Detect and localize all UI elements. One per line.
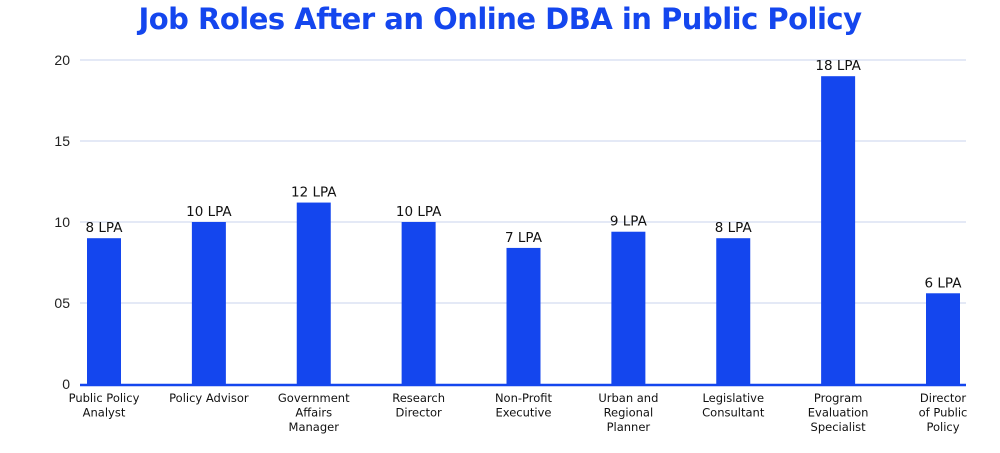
y-tick-label: 0	[62, 376, 70, 392]
data-label: 18 LPA	[815, 58, 861, 74]
bar	[87, 238, 121, 384]
x-tick-label: Government Affairs Manager	[278, 391, 350, 434]
x-tick-label-line: Program	[814, 391, 863, 405]
bar	[401, 222, 436, 384]
x-tick-label-line: Non-Profit	[495, 391, 553, 405]
data-label: 8 LPA	[86, 220, 124, 236]
bar	[296, 202, 331, 384]
x-tick-label-line: Legislative	[702, 391, 764, 405]
x-tick-label-line: Public Policy	[69, 391, 140, 405]
data-label: 7 LPA	[505, 230, 543, 246]
x-tick-label-line: Director	[396, 406, 442, 420]
data-label: 9 LPA	[610, 214, 648, 230]
y-axis-ticks: 0 05 10 15 20	[54, 52, 70, 392]
x-tick-label: Legislative Consultant	[702, 391, 765, 420]
x-tick-label-line: Government	[278, 391, 350, 405]
x-tick-label: Public Policy Analyst	[69, 391, 140, 420]
x-tick-label-line: Consultant	[702, 406, 765, 420]
data-label: 10 LPA	[396, 204, 442, 220]
bar	[926, 293, 960, 384]
x-tick-label: Research Director	[392, 391, 445, 420]
x-tick-label: Non-Profit Executive	[495, 391, 553, 420]
data-label: 10 LPA	[186, 204, 232, 220]
x-tick-label: Urban and Regional Planner	[598, 391, 658, 434]
y-tick-label: 15	[54, 133, 70, 149]
bar	[716, 238, 751, 384]
bar	[191, 222, 226, 384]
x-tick-label-line: of Public	[919, 406, 968, 420]
data-label: 12 LPA	[291, 185, 337, 201]
grid-lines	[80, 59, 966, 304]
bars	[87, 76, 960, 384]
x-tick-label-line: Research	[392, 391, 445, 405]
x-tick-label-line: Director	[920, 391, 966, 405]
x-tick-label: Director of Public Policy	[919, 391, 968, 434]
data-label: 6 LPA	[925, 275, 963, 291]
x-tick-label-line: Executive	[496, 406, 552, 420]
chart-title: Job Roles After an Online DBA in Public …	[138, 2, 862, 36]
x-tick-label: Policy Advisor	[169, 391, 249, 405]
x-tick-label-line: Urban and	[598, 391, 658, 405]
y-tick-label: 10	[54, 214, 70, 230]
x-tick-label-line: Policy	[926, 420, 959, 434]
y-tick-label: 20	[54, 52, 70, 68]
data-labels: 8 LPA 10 LPA 12 LPA 10 LPA 7 LPA 9 LPA 8 LPA 18…	[86, 58, 963, 291]
bar	[506, 247, 541, 384]
y-tick-label: 05	[54, 295, 70, 311]
x-tick-label-line: Specialist	[811, 420, 867, 434]
x-tick-label-line: Manager	[289, 420, 340, 434]
bar	[821, 76, 856, 384]
x-tick-label-line: Evaluation	[808, 406, 869, 420]
x-tick-label: Program Evaluation Specialist	[808, 391, 869, 434]
x-tick-label-line: Planner	[607, 420, 651, 434]
x-tick-label-line: Affairs	[295, 406, 332, 420]
x-tick-label-line: Regional	[604, 406, 654, 420]
bar	[611, 231, 646, 384]
data-label: 8 LPA	[715, 220, 753, 236]
x-tick-label-line: Policy Advisor	[169, 391, 249, 405]
x-axis-labels: Public Policy Analyst Policy Advisor Govern…	[69, 391, 968, 434]
x-tick-label-line: Analyst	[83, 406, 126, 420]
